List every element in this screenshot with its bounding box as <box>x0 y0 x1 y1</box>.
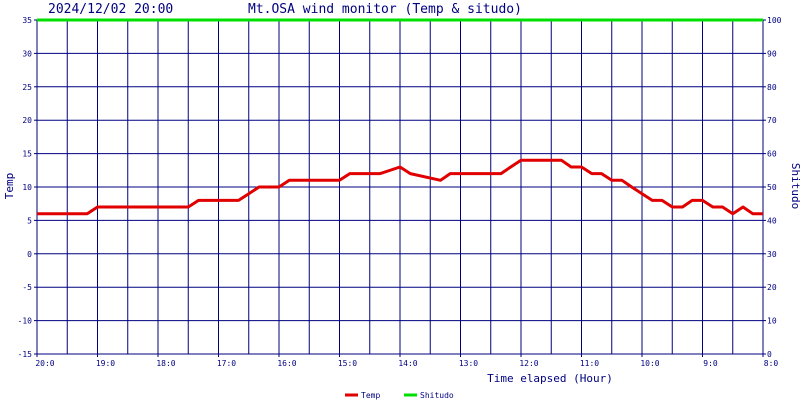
x-tick-label: 15:0 <box>338 359 357 368</box>
y-tick-label: 20 <box>22 116 32 125</box>
y-tick-label: 0 <box>27 250 32 259</box>
y-tick-label: 30 <box>22 49 32 58</box>
x-tick-label: 17:0 <box>217 359 236 368</box>
x-tick-label: 8:0 <box>764 359 779 368</box>
y2-tick-label: 90 <box>767 49 777 58</box>
x-tick-label: 19:0 <box>96 359 115 368</box>
x-tick-label: 20:0 <box>35 359 54 368</box>
y2-tick-label: 60 <box>767 150 777 159</box>
y2-tick-label: 0 <box>767 350 772 359</box>
y2-axis-label: Shitudo <box>789 163 800 209</box>
x-tick-label: 12:0 <box>519 359 538 368</box>
y-tick-label: -15 <box>18 350 33 359</box>
chart-title: Mt.OSA wind monitor (Temp & situdo) <box>248 2 522 17</box>
y2-tick-label: 40 <box>767 216 777 225</box>
x-tick-label: 9:0 <box>703 359 718 368</box>
y2-tick-label: 50 <box>767 183 777 192</box>
x-tick-label: 13:0 <box>459 359 478 368</box>
y2-tick-label: 20 <box>767 283 777 292</box>
y-tick-label: 15 <box>22 150 32 159</box>
x-axis-label: Time elapsed (Hour) <box>487 372 613 385</box>
y-tick-label: 35 <box>22 16 32 25</box>
y-tick-label: -5 <box>22 283 32 292</box>
legend-label-shitudo: Shitudo <box>420 391 454 400</box>
y2-tick-label: 10 <box>767 317 777 326</box>
y-axis-label: Temp <box>3 173 16 200</box>
y-tick-label: -10 <box>18 317 33 326</box>
y2-tick-label: 80 <box>767 83 777 92</box>
x-tick-label: 10:0 <box>640 359 659 368</box>
x-tick-label: 16:0 <box>277 359 296 368</box>
y2-tick-label: 100 <box>767 16 782 25</box>
y2-tick-label: 30 <box>767 250 777 259</box>
y-tick-label: 25 <box>22 83 32 92</box>
x-tick-label: 14:0 <box>398 359 417 368</box>
chart-timestamp: 2024/12/02 20:00 <box>48 2 173 17</box>
legend-label-temp: Temp <box>361 391 380 400</box>
y-tick-label: 10 <box>22 183 32 192</box>
x-tick-label: 18:0 <box>156 359 175 368</box>
x-tick-label: 11:0 <box>580 359 599 368</box>
y-tick-label: 5 <box>27 216 32 225</box>
y2-tick-label: 70 <box>767 116 777 125</box>
series-line-temp <box>37 158 763 216</box>
